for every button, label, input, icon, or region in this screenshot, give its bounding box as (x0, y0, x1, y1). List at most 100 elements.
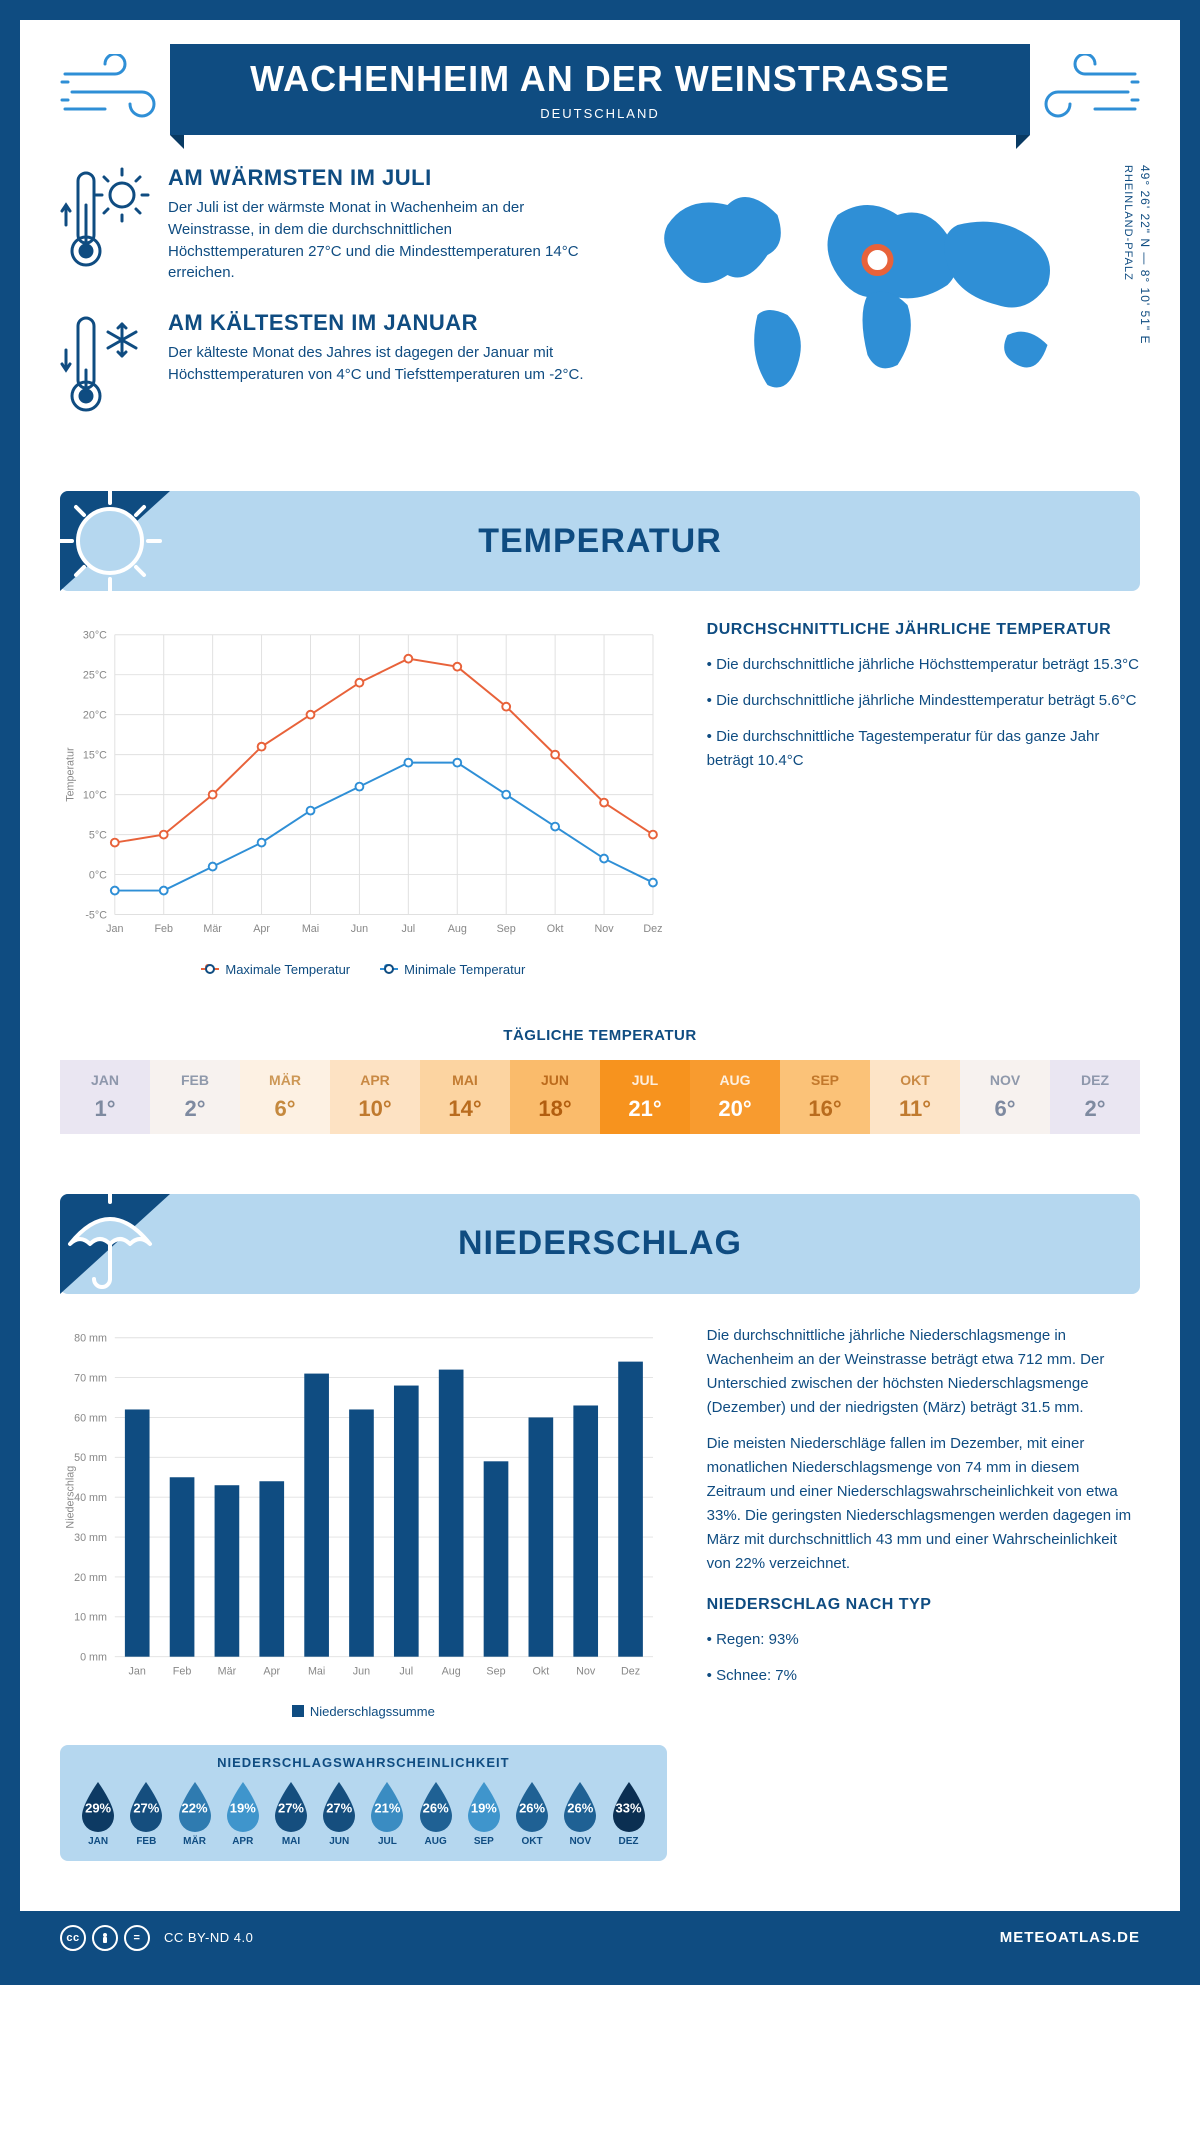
precip-prob-drop: 26%OKT (508, 1780, 556, 1847)
daily-temp-cell: JUN18° (510, 1060, 600, 1134)
svg-text:70 mm: 70 mm (74, 1372, 107, 1384)
precip-prob-drop: 19%APR (219, 1780, 267, 1847)
svg-text:10 mm: 10 mm (74, 1611, 107, 1623)
precip-type-item: Regen: 93% (707, 1628, 1140, 1652)
svg-text:Jul: Jul (401, 923, 415, 935)
precip-type-item: Schnee: 7% (707, 1664, 1140, 1688)
svg-text:50 mm: 50 mm (74, 1452, 107, 1464)
svg-text:Jun: Jun (351, 923, 368, 935)
svg-text:30 mm: 30 mm (74, 1532, 107, 1544)
sun-icon (50, 481, 190, 601)
svg-text:Sep: Sep (497, 923, 516, 935)
daily-temp-cell: AUG20° (690, 1060, 780, 1134)
svg-text:10°C: 10°C (83, 790, 107, 802)
daily-temp-table: JAN1°FEB2°MÄR6°APR10°MAI14°JUN18°JUL21°A… (60, 1060, 1140, 1134)
stats-item: Die durchschnittliche jährliche Höchstte… (707, 653, 1140, 677)
precipitation-bar-chart: 0 mm10 mm20 mm30 mm40 mm50 mm60 mm70 mm8… (60, 1324, 667, 1696)
page-header: WACHENHEIM AN DER WEINSTRASSE DEUTSCHLAN… (60, 44, 1140, 135)
stats-title: DURCHSCHNITTLICHE JÄHRLICHE TEMPERATUR (707, 621, 1140, 639)
legend-item: Minimale Temperatur (380, 962, 525, 977)
precip-prob-title: NIEDERSCHLAGSWAHRSCHEINLICHKEIT (74, 1755, 653, 1770)
svg-text:60 mm: 60 mm (74, 1412, 107, 1424)
world-map: 49° 26' 22" N — 8° 10' 51" E RHEINLAND-P… (615, 165, 1140, 451)
temperature-legend: Maximale Temperatur Minimale Temperatur (60, 962, 667, 977)
svg-text:Aug: Aug (442, 1665, 461, 1677)
precip-prob-drop: 26%AUG (412, 1780, 460, 1847)
precip-text: Die durchschnittliche jährliche Niedersc… (707, 1324, 1140, 1420)
svg-text:Aug: Aug (448, 923, 467, 935)
daily-temp-cell: MAI14° (420, 1060, 510, 1134)
thermometer-snow-icon (60, 310, 150, 425)
stats-list: Die durchschnittliche jährliche Höchstte… (707, 653, 1140, 773)
svg-text:25°C: 25°C (83, 670, 107, 682)
svg-text:Jan: Jan (129, 1665, 146, 1677)
precipitation-legend: Niederschlagssumme (60, 1704, 667, 1719)
svg-text:Jul: Jul (399, 1665, 413, 1677)
section-title: TEMPERATUR (478, 522, 722, 561)
precip-text: Die meisten Niederschläge fallen im Deze… (707, 1432, 1140, 1576)
cc-icon: cc (60, 1925, 86, 1951)
svg-text:0 mm: 0 mm (80, 1651, 107, 1663)
svg-text:30°C: 30°C (83, 630, 107, 642)
svg-text:Okt: Okt (547, 923, 564, 935)
svg-text:5°C: 5°C (89, 830, 107, 842)
precip-prob-drop: 27%JUN (315, 1780, 363, 1847)
daily-temp-cell: MÄR6° (240, 1060, 330, 1134)
fact-coldest: AM KÄLTESTEN IM JANUAR Der kälteste Mona… (60, 310, 585, 425)
svg-text:Temperatur: Temperatur (65, 747, 77, 802)
section-header-precipitation: NIEDERSCHLAG (60, 1194, 1140, 1294)
fact-title: AM KÄLTESTEN IM JANUAR (168, 310, 585, 336)
section-title: NIEDERSCHLAG (458, 1224, 742, 1263)
section-header-temperature: TEMPERATUR (60, 491, 1140, 591)
precip-prob-drop: 29%JAN (74, 1780, 122, 1847)
page-footer: cc = CC BY-ND 4.0 METEOATLAS.DE (20, 1911, 1180, 1965)
svg-text:0°C: 0°C (89, 869, 107, 881)
svg-text:Jun: Jun (353, 1665, 370, 1677)
location-marker-icon (865, 247, 891, 273)
precip-prob-drop: 26%NOV (556, 1780, 604, 1847)
page-title: WACHENHEIM AN DER WEINSTRASSE (250, 58, 950, 100)
daily-temp-cell: FEB2° (150, 1060, 240, 1134)
fact-text: Der kälteste Monat des Jahres ist dagege… (168, 342, 585, 386)
license-text: CC BY-ND 4.0 (164, 1930, 253, 1945)
svg-text:Sep: Sep (486, 1665, 505, 1677)
svg-text:Mär: Mär (218, 1665, 237, 1677)
fact-warmest: AM WÄRMSTEN IM JULI Der Juli ist der wär… (60, 165, 585, 284)
precip-prob-drop: 33%DEZ (604, 1780, 652, 1847)
stats-item: Die durchschnittliche jährliche Mindestt… (707, 689, 1140, 713)
svg-text:Mai: Mai (302, 923, 319, 935)
precip-prob-drop: 21%JUL (363, 1780, 411, 1847)
precip-prob-drop: 27%MAI (267, 1780, 315, 1847)
svg-text:Mär: Mär (203, 923, 222, 935)
legend-label: Niederschlagssumme (310, 1704, 435, 1719)
svg-text:40 mm: 40 mm (74, 1492, 107, 1504)
fact-title: AM WÄRMSTEN IM JULI (168, 165, 585, 191)
nd-icon: = (124, 1925, 150, 1951)
title-banner: WACHENHEIM AN DER WEINSTRASSE DEUTSCHLAN… (170, 44, 1030, 135)
svg-text:Apr: Apr (253, 923, 270, 935)
svg-text:Feb: Feb (173, 1665, 192, 1677)
coordinates-label: 49° 26' 22" N — 8° 10' 51" E (1138, 165, 1152, 344)
svg-text:Nov: Nov (576, 1665, 596, 1677)
daily-temp-cell: DEZ2° (1050, 1060, 1140, 1134)
daily-temp-cell: NOV6° (960, 1060, 1050, 1134)
svg-text:Jan: Jan (106, 923, 123, 935)
fact-text: Der Juli ist der wärmste Monat in Wachen… (168, 197, 585, 284)
svg-text:Apr: Apr (263, 1665, 280, 1677)
svg-text:Niederschlag: Niederschlag (65, 1465, 77, 1528)
temperature-line-chart: -5°C0°C5°C10°C15°C20°C25°C30°CJanFebMärA… (60, 621, 667, 954)
page-subtitle: DEUTSCHLAND (250, 106, 950, 121)
precip-type-list: Regen: 93% Schnee: 7% (707, 1628, 1140, 1688)
legend-item: Maximale Temperatur (201, 962, 350, 977)
precip-type-title: NIEDERSCHLAG NACH TYP (707, 1596, 1140, 1614)
license-info: cc = CC BY-ND 4.0 (60, 1925, 253, 1951)
daily-temp-cell: JUL21° (600, 1060, 690, 1134)
daily-temp-cell: APR10° (330, 1060, 420, 1134)
site-name: METEOATLAS.DE (1000, 1929, 1140, 1946)
precip-prob-drops: 29%JAN27%FEB22%MÄR19%APR27%MAI27%JUN21%J… (74, 1780, 653, 1847)
umbrella-icon (50, 1184, 190, 1304)
svg-text:80 mm: 80 mm (74, 1332, 107, 1344)
svg-text:-5°C: -5°C (85, 909, 107, 921)
precip-probability-panel: NIEDERSCHLAGSWAHRSCHEINLICHKEIT 29%JAN27… (60, 1745, 667, 1861)
svg-text:15°C: 15°C (83, 750, 107, 762)
